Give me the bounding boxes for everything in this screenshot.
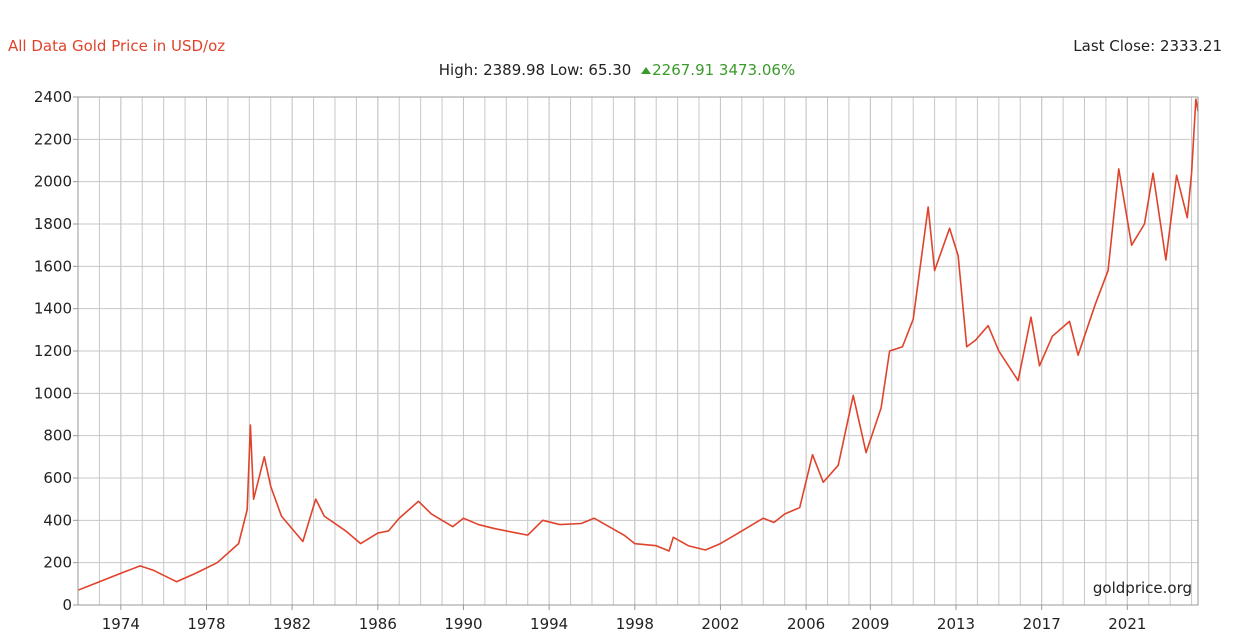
y-tick-label: 1600 bbox=[34, 257, 72, 275]
y-tick-label: 1400 bbox=[34, 300, 72, 318]
x-tick-label: 2009 bbox=[851, 615, 889, 633]
y-tick-label: 1800 bbox=[34, 215, 72, 233]
y-tick-label: 0 bbox=[62, 596, 72, 614]
y-tick-label: 200 bbox=[43, 554, 72, 572]
last-close: Last Close: 2333.21 bbox=[1073, 37, 1222, 55]
up-arrow bbox=[641, 67, 652, 74]
chart-title: All Data Gold Price in USD/oz bbox=[8, 37, 226, 55]
y-tick-label: 800 bbox=[43, 427, 72, 445]
x-tick-label: 1998 bbox=[616, 615, 654, 633]
high-low: High: 2389.98 Low: 65.30 bbox=[438, 61, 632, 79]
y-tick-label: 2200 bbox=[34, 130, 72, 148]
x-tick-label: 2002 bbox=[701, 615, 739, 633]
x-tick-label: 1986 bbox=[359, 615, 397, 633]
change: 2267.91 3473.06% bbox=[652, 61, 796, 79]
y-tick-label: 600 bbox=[43, 469, 72, 487]
y-tick-label: 2000 bbox=[34, 173, 72, 191]
y-tick-label: 400 bbox=[43, 511, 72, 529]
watermark: goldprice.org bbox=[1093, 579, 1192, 597]
x-tick-label: 2017 bbox=[1023, 615, 1061, 633]
x-tick-label: 1974 bbox=[102, 615, 140, 633]
price-line bbox=[77, 98, 1199, 591]
subtitle: High: 2389.98 Low: 65.30 2267.91 3473.06… bbox=[0, 61, 1234, 79]
x-tick-label: 1978 bbox=[187, 615, 225, 633]
x-tick-label: 1990 bbox=[444, 615, 482, 633]
x-tick-label: 2013 bbox=[937, 615, 975, 633]
x-tick-label: 1982 bbox=[273, 615, 311, 633]
x-tick-label: 2006 bbox=[787, 615, 825, 633]
y-tick-label: 1000 bbox=[34, 384, 72, 402]
y-tick-label: 1200 bbox=[34, 342, 72, 360]
y-tick-label: 2400 bbox=[34, 88, 72, 106]
x-tick-label: 2021 bbox=[1108, 615, 1146, 633]
x-tick-label: 1994 bbox=[530, 615, 568, 633]
